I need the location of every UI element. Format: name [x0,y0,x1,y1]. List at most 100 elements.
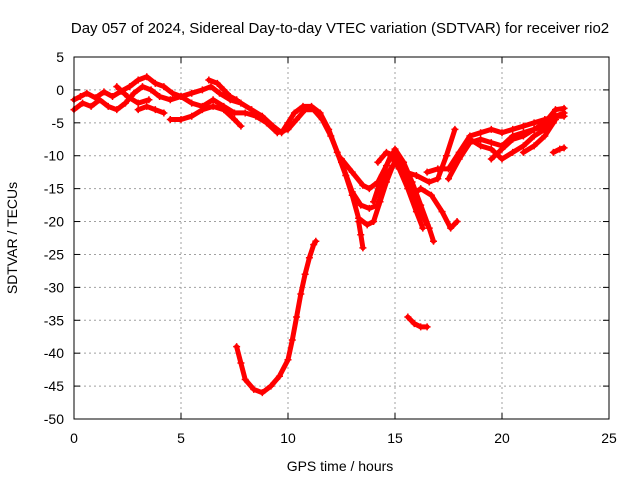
data-point [509,135,517,143]
y-tick-label: -10 [44,148,64,164]
data-point [552,106,559,114]
data-point [498,155,506,163]
data-point [160,83,168,91]
x-tick-label: 20 [494,430,510,446]
data-point [126,83,134,91]
data-point [231,109,238,117]
data-point [104,102,112,110]
data-point [466,135,474,143]
data-point [509,148,517,156]
data-point [359,244,367,252]
data-point [160,109,168,117]
data-point [541,132,549,140]
data-point [237,359,245,367]
data-point [447,224,455,232]
data-point [284,119,292,127]
data-point [355,218,363,226]
data-point [79,99,87,107]
data-point [168,89,176,97]
data-point [177,116,185,124]
data-point [402,168,410,176]
series-trace-13 [423,112,568,176]
data-point [284,125,292,133]
data-point [530,119,538,127]
data-series [70,73,568,397]
data-point [288,336,296,344]
data-point [556,145,564,153]
data-point [391,145,399,153]
data-point [138,83,146,91]
data-point [370,218,378,226]
data-point [205,76,213,84]
data-point [357,201,365,209]
data-point [348,168,356,176]
data-point [297,290,305,298]
x-tick-label: 5 [177,430,185,446]
data-point [391,152,399,160]
series-line [409,186,460,231]
series-line [234,238,319,396]
data-point [434,175,442,183]
data-point [348,188,356,196]
data-point [487,145,495,153]
data-point [477,135,485,143]
data-point [284,356,292,364]
data-point [275,372,283,380]
data-point [417,323,425,331]
data-point [226,92,234,100]
data-point [487,155,495,163]
data-point [327,132,335,140]
data-point [233,343,241,351]
data-point [560,144,568,152]
series-trace-4 [134,102,168,117]
data-point [96,96,104,104]
data-point [455,155,463,163]
series-trace-3 [166,102,245,130]
data-point [498,129,506,137]
chart-title: Day 057 of 2024, Sidereal Day-to-day VTE… [71,20,609,37]
x-axis-title: GPS time / hours [287,458,394,474]
data-point [318,116,326,124]
data-point [425,178,433,186]
series-line [135,103,167,116]
data-point [248,106,256,114]
data-point [231,116,238,124]
data-point [453,218,461,226]
data-point [363,221,371,229]
data-point [301,270,309,278]
data-point [83,89,91,97]
data-point [241,109,249,117]
data-point [188,99,196,107]
y-tick-label: -35 [44,312,64,328]
data-point [519,142,527,150]
data-point [519,132,527,140]
series-trace-19 [233,237,320,397]
data-point [445,175,452,183]
data-point [438,208,446,216]
data-point [374,201,382,209]
data-point [293,116,301,124]
data-point [410,320,418,328]
data-point [408,191,416,199]
data-point [145,96,153,104]
data-point [177,92,185,100]
data-point [419,224,427,232]
grid [74,57,609,419]
y-tick-label: -20 [44,214,64,230]
x-tick-label: 0 [70,430,78,446]
data-point [552,116,559,124]
data-point [147,86,155,94]
series-trace-10 [408,185,461,232]
y-tick-label: 5 [56,49,64,65]
data-point [250,385,258,393]
data-point [404,313,412,321]
data-point [382,148,390,156]
series-trace-5 [205,76,241,104]
data-point [252,112,260,120]
series-trace-11 [355,218,367,252]
data-point [423,221,431,229]
data-point [417,185,425,193]
series-line [71,84,398,211]
y-tick-label: -30 [44,279,64,295]
